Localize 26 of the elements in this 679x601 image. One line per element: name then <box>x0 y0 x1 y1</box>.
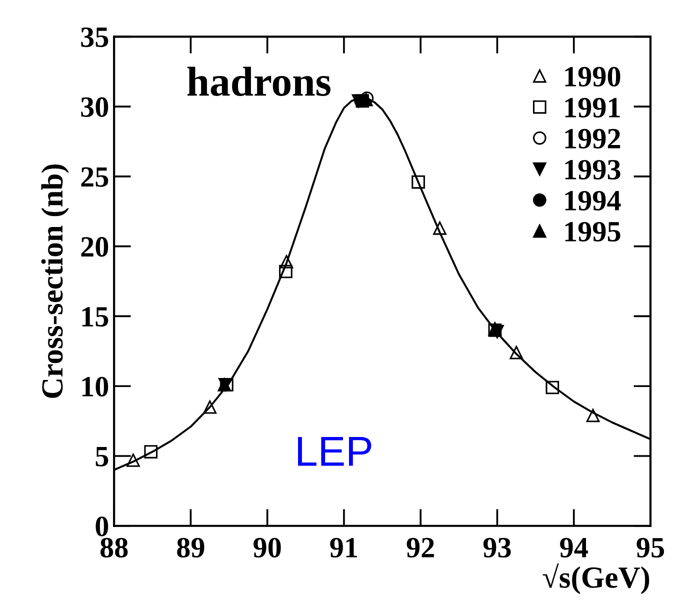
y-tick-label: 25 <box>81 167 108 187</box>
x-tick-label: 88 <box>100 538 128 558</box>
y-tick-label: 20 <box>81 237 108 257</box>
y-tick-label: 30 <box>81 97 108 117</box>
legend-label: 1990 <box>565 66 620 87</box>
annotation: LEP <box>298 437 372 466</box>
x-tick-label: 93 <box>483 538 511 558</box>
annotation: hadrons <box>187 66 330 96</box>
y-tick-label: 10 <box>82 376 108 397</box>
x-tick-label: 95 <box>636 538 664 558</box>
legend-label: 1991 <box>565 98 620 118</box>
y-tick-label: 5 <box>96 447 108 466</box>
legend-label: 1994 <box>565 190 621 211</box>
x-tick-label: 89 <box>177 538 204 558</box>
x-tick-label: 92 <box>406 538 434 558</box>
x-tick-label: 90 <box>254 538 281 558</box>
x-tick-label: 94 <box>560 538 588 558</box>
y-tick-label: 15 <box>82 307 108 327</box>
legend-label: 1995 <box>565 222 620 242</box>
x-tick-label: 91 <box>330 538 358 558</box>
legend-label: 1993 <box>565 160 620 180</box>
y-tick-label: 35 <box>81 27 108 48</box>
legend-label: 1992 <box>565 128 620 149</box>
x-axis-title: √s(GeV) <box>542 563 650 594</box>
y-axis-title: Cross-section (nb) <box>41 164 69 398</box>
y-tick-label: 0 <box>96 516 108 536</box>
